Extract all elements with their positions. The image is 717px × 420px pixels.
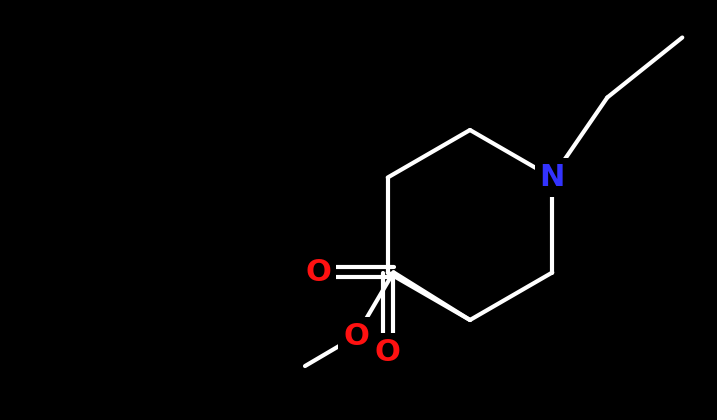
Text: O: O [305,258,331,287]
Text: N: N [540,163,565,192]
Text: O: O [375,338,401,367]
Text: O: O [343,322,369,351]
